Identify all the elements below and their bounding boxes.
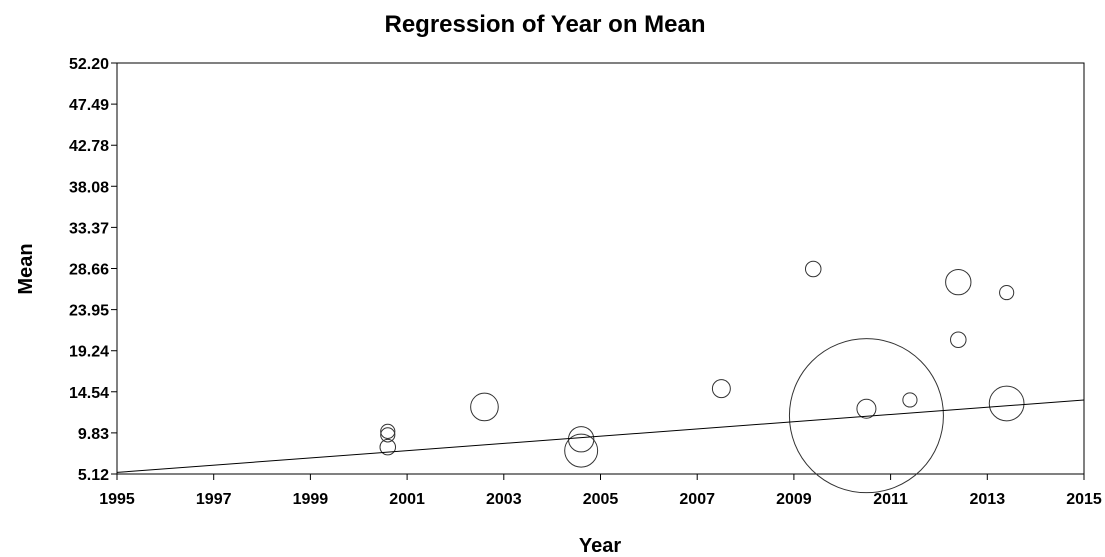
x-tick-label: 1995 (99, 491, 135, 508)
y-tick-label: 23.95 (69, 303, 109, 320)
data-point (945, 268, 972, 296)
data-point (564, 433, 599, 468)
y-tick-label: 42.78 (69, 138, 109, 155)
x-tick-label: 1999 (293, 491, 329, 508)
y-tick-label: 5.12 (78, 467, 109, 484)
x-tick-label: 2005 (583, 491, 619, 508)
x-tick-label: 1997 (196, 491, 232, 508)
x-axis-label: Year (579, 535, 621, 557)
y-tick-label: 33.37 (69, 220, 109, 237)
y-tick-label: 28.66 (69, 262, 109, 279)
data-point (804, 260, 822, 278)
data-point (567, 426, 595, 453)
y-axis-label: Mean (15, 243, 37, 294)
data-point (856, 398, 877, 419)
data-point (988, 385, 1025, 422)
x-axis: 1995 1997 1999 2001 2003 2005 2007 2009 2011 2013… (99, 474, 1102, 508)
data-point (902, 392, 918, 408)
x-tick-label: 2001 (389, 491, 425, 508)
y-axis: 5.12 9.83 14.54 19.24 23.95 28.66 33.37 38.08 42… (69, 56, 117, 484)
data-point (470, 392, 499, 422)
y-tick-label: 9.83 (78, 426, 109, 443)
y-tick-label: 38.08 (69, 179, 109, 196)
y-tick-label: 14.54 (69, 385, 109, 402)
data-point (380, 423, 396, 439)
data-point (379, 438, 397, 456)
x-tick-label: 2009 (776, 491, 812, 508)
x-tick-label: 2011 (873, 491, 908, 508)
data-point (788, 338, 944, 494)
chart-title: Regression of Year on Mean (385, 11, 706, 38)
data-point (950, 331, 967, 349)
data-point (380, 427, 396, 443)
x-tick-label: 2007 (679, 491, 715, 508)
plot-area (116, 62, 1085, 475)
x-tick-label: 2003 (486, 491, 522, 508)
y-tick-label: 52.20 (69, 56, 109, 73)
y-tick-label: 47.49 (69, 97, 109, 114)
x-tick-label: 2013 (970, 491, 1006, 508)
y-tick-label: 19.24 (69, 344, 109, 361)
data-point (999, 285, 1015, 301)
data-point (711, 379, 731, 399)
data-points (379, 260, 1025, 494)
regression-line (116, 399, 1085, 473)
x-tick-label: 2015 (1066, 491, 1102, 508)
